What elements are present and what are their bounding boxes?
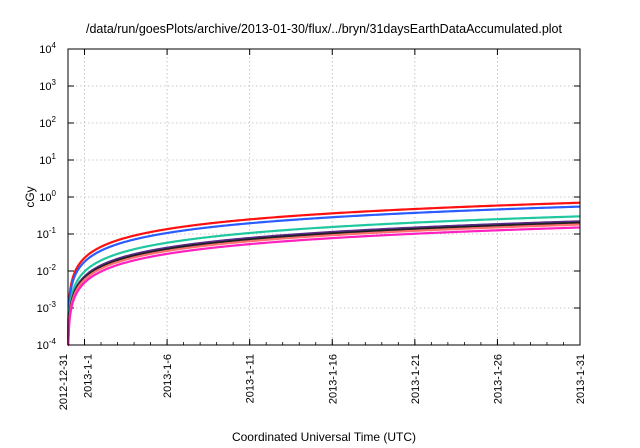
y-tick-label: 100 xyxy=(39,189,56,204)
y-tick-label: 10-3 xyxy=(37,300,57,315)
series-line-3 xyxy=(66,220,581,347)
chart-title: /data/run/goesPlots/archive/2013-01-30/f… xyxy=(86,22,562,36)
x-tick-label: 2013-1-21 xyxy=(410,354,422,404)
x-tick-label: 2013-1-26 xyxy=(492,354,504,404)
x-axis-label: Coordinated Universal Time (UTC) xyxy=(232,430,416,444)
y-tick-label: 101 xyxy=(39,152,56,167)
y-axis-label: cGy xyxy=(23,186,37,207)
series-lines xyxy=(66,201,581,347)
y-tick-label: 10-1 xyxy=(37,226,57,241)
x-tick-label: 2012-12-31 xyxy=(58,354,70,410)
x-tick-label: 2013-1-1 xyxy=(83,354,95,398)
series-line-5 xyxy=(66,223,581,347)
y-tick-label: 10-4 xyxy=(37,337,57,352)
x-tick-label: 2013-1-11 xyxy=(245,354,257,403)
series-line-4 xyxy=(66,221,581,347)
plot-frame xyxy=(67,48,581,346)
y-tick-label: 104 xyxy=(39,41,56,56)
x-tick-labels: 2012-12-31 2013-1-1 2013-1-6 2013-1-11 2013-… xyxy=(58,354,587,410)
series-line-0 xyxy=(66,201,581,347)
x-tick-label: 2013-1-16 xyxy=(327,354,339,404)
x-tick-label: 2013-1-6 xyxy=(162,354,174,398)
series-line-2 xyxy=(66,215,581,347)
series-line-6 xyxy=(66,226,581,347)
x-tick-label: 2013-1-31 xyxy=(575,354,587,404)
series-line-1 xyxy=(66,205,581,347)
y-tick-label: 102 xyxy=(39,115,56,130)
y-tick-label: 10-2 xyxy=(37,263,57,278)
grid xyxy=(68,49,580,345)
y-tick-label: 103 xyxy=(39,78,56,93)
y-tick-labels: 10-4 10-3 10-2 10-1 100 101 102 103 104 xyxy=(37,41,57,352)
